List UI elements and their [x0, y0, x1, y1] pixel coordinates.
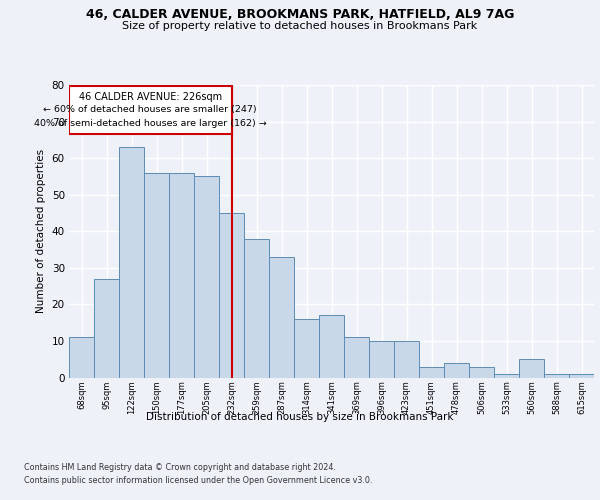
Text: Contains public sector information licensed under the Open Government Licence v3: Contains public sector information licen…	[24, 476, 373, 485]
Text: Contains HM Land Registry data © Crown copyright and database right 2024.: Contains HM Land Registry data © Crown c…	[24, 462, 336, 471]
Bar	[444, 363, 469, 378]
Bar	[94, 279, 119, 378]
Bar	[269, 257, 294, 378]
Bar	[219, 213, 244, 378]
Bar	[319, 316, 344, 378]
Bar	[119, 147, 144, 378]
Bar	[544, 374, 569, 378]
Bar	[569, 374, 594, 378]
FancyBboxPatch shape	[69, 86, 232, 134]
Text: 46, CALDER AVENUE, BROOKMANS PARK, HATFIELD, AL9 7AG: 46, CALDER AVENUE, BROOKMANS PARK, HATFI…	[86, 8, 514, 20]
Bar	[344, 338, 369, 378]
Bar	[194, 176, 219, 378]
Text: ← 60% of detached houses are smaller (247): ← 60% of detached houses are smaller (24…	[43, 106, 257, 114]
Bar	[294, 319, 319, 378]
Bar	[494, 374, 519, 378]
Text: Distribution of detached houses by size in Brookmans Park: Distribution of detached houses by size …	[146, 412, 454, 422]
Text: 46 CALDER AVENUE: 226sqm: 46 CALDER AVENUE: 226sqm	[79, 92, 222, 102]
Bar	[144, 173, 169, 378]
Text: 40% of semi-detached houses are larger (162) →: 40% of semi-detached houses are larger (…	[34, 119, 266, 128]
Bar	[369, 341, 394, 378]
Bar	[419, 366, 444, 378]
Text: Size of property relative to detached houses in Brookmans Park: Size of property relative to detached ho…	[122, 21, 478, 31]
Bar	[244, 238, 269, 378]
Bar	[69, 338, 94, 378]
Bar	[169, 173, 194, 378]
Bar	[469, 366, 494, 378]
Bar	[394, 341, 419, 378]
Bar	[519, 359, 544, 378]
Y-axis label: Number of detached properties: Number of detached properties	[36, 149, 46, 314]
